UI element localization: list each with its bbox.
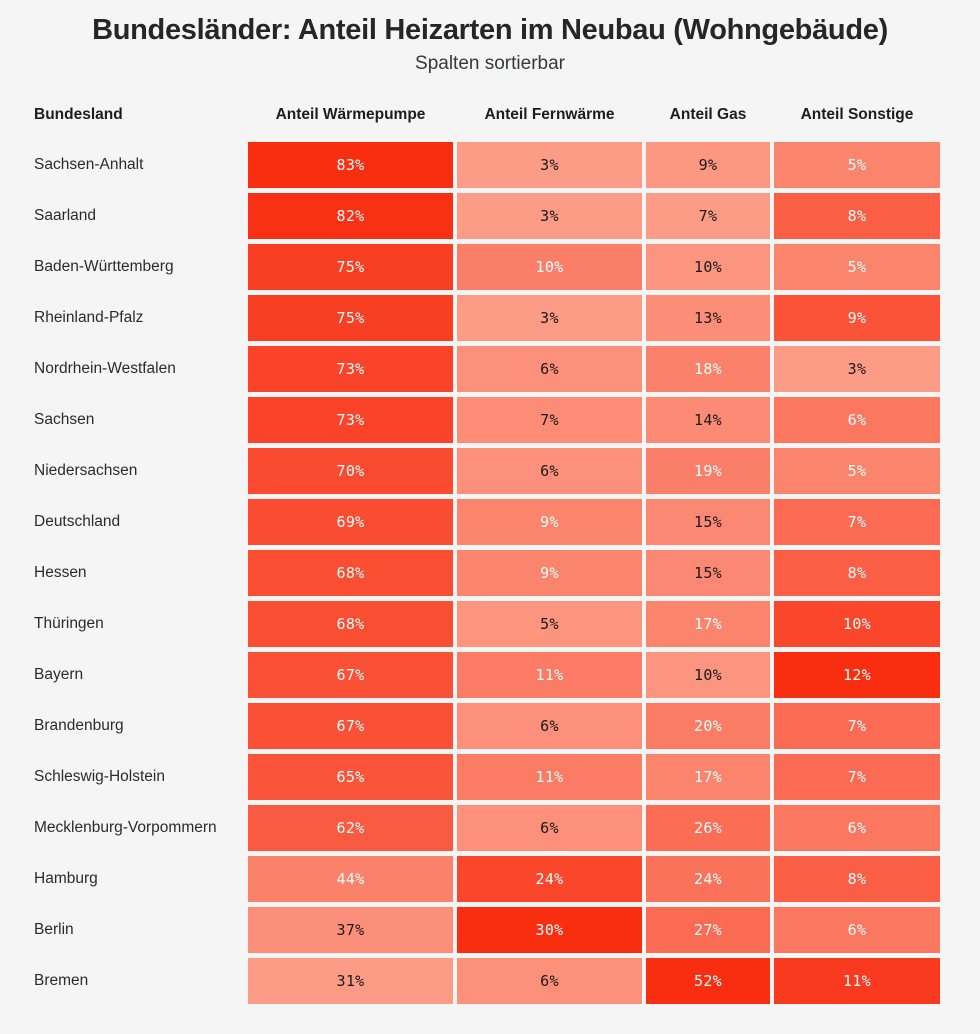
heatmap-cell-gas: 26%: [646, 805, 770, 851]
row-label: Berlin: [34, 921, 74, 938]
heatmap-cell-waermepumpe: 68%: [248, 550, 453, 596]
row-label: Rheinland-Pfalz: [34, 309, 144, 326]
heatmap-cell-gas: 14%: [646, 397, 770, 443]
heatmap-cell-sonstige: 12%: [774, 652, 940, 698]
heatmap-cell-sonstige: 6%: [774, 907, 940, 953]
heatmap-cell-waermepumpe: 62%: [248, 805, 453, 851]
heatmap-cell-waermepumpe: 69%: [248, 499, 453, 545]
heatmap-cell-sonstige: 5%: [774, 244, 940, 290]
heatmap-cell-sonstige: 3%: [774, 346, 940, 392]
heatmap-cell-sonstige: 6%: [774, 805, 940, 851]
page-subtitle: Spalten sortierbar: [415, 53, 565, 74]
heatmap-cell-sonstige: 5%: [774, 448, 940, 494]
heatmap-cell-waermepumpe: 67%: [248, 652, 453, 698]
row-label: Sachsen: [34, 411, 95, 428]
heatmap-cell-sonstige: 7%: [774, 754, 940, 800]
heatmap-cell-fernwaerme: 11%: [457, 652, 642, 698]
heatmap-cell-gas: 17%: [646, 754, 770, 800]
heatmap-cell-gas: 27%: [646, 907, 770, 953]
heatmap-cell-fernwaerme: 3%: [457, 193, 642, 239]
heatmap-cell-sonstige: 5%: [774, 142, 940, 188]
page: Bundesländer: Anteil Heizarten im Neubau…: [0, 13, 980, 1004]
heatmap-table: Bundesland Anteil Wärmepumpe Anteil Fernwä…: [34, 103, 944, 1004]
heatmap-cell-gas: 15%: [646, 499, 770, 545]
heatmap-cell-fernwaerme: 6%: [457, 805, 642, 851]
heatmap-cell-waermepumpe: 73%: [248, 397, 453, 443]
heatmap-cell-waermepumpe: 31%: [248, 958, 453, 1004]
column-header-gas[interactable]: Anteil Gas: [669, 106, 747, 123]
heatmap-cell-sonstige: 7%: [774, 499, 940, 545]
heatmap-cell-waermepumpe: 67%: [248, 703, 453, 749]
heatmap-cell-sonstige: 6%: [774, 397, 940, 443]
row-label: Sachsen-Anhalt: [34, 156, 144, 173]
heatmap-cell-gas: 17%: [646, 601, 770, 647]
heatmap-cell-gas: 18%: [646, 346, 770, 392]
column-header-waermepumpe[interactable]: Anteil Wärmepumpe: [275, 106, 426, 123]
heatmap-cell-waermepumpe: 83%: [248, 142, 453, 188]
heatmap-cell-sonstige: 10%: [774, 601, 940, 647]
heatmap-cell-sonstige: 9%: [774, 295, 940, 341]
row-label: Nordrhein-Westfalen: [34, 360, 176, 377]
row-label: Saarland: [34, 207, 97, 224]
heatmap-cell-sonstige: 11%: [774, 958, 940, 1004]
heatmap-cell-gas: 20%: [646, 703, 770, 749]
heatmap-cell-fernwaerme: 6%: [457, 346, 642, 392]
row-label: Schleswig-Holstein: [34, 768, 165, 785]
heatmap-cell-gas: 24%: [646, 856, 770, 902]
heatmap-cell-fernwaerme: 3%: [457, 142, 642, 188]
table-header-row: Bundesland Anteil Wärmepumpe Anteil Fernwä…: [34, 103, 944, 127]
heatmap-cell-fernwaerme: 11%: [457, 754, 642, 800]
column-header-bundesland[interactable]: Bundesland: [34, 106, 123, 123]
table-body: Sachsen-Anhalt 83% 3% 9% 5% Saarland 82% 3% 7% 8%…: [34, 142, 944, 1004]
heatmap-cell-waermepumpe: 44%: [248, 856, 453, 902]
row-label: Thüringen: [34, 615, 104, 632]
heatmap-cell-gas: 13%: [646, 295, 770, 341]
heatmap-cell-waermepumpe: 70%: [248, 448, 453, 494]
heatmap-cell-fernwaerme: 10%: [457, 244, 642, 290]
row-label: Bayern: [34, 666, 84, 683]
row-label: Brandenburg: [34, 717, 124, 734]
column-header-sonstige[interactable]: Anteil Sonstige: [800, 106, 914, 123]
heatmap-cell-waermepumpe: 82%: [248, 193, 453, 239]
heatmap-cell-waermepumpe: 75%: [248, 295, 453, 341]
heatmap-cell-waermepumpe: 37%: [248, 907, 453, 953]
heatmap-cell-fernwaerme: 24%: [457, 856, 642, 902]
heatmap-cell-gas: 9%: [646, 142, 770, 188]
row-label: Bremen: [34, 972, 89, 989]
row-label: Baden-Württemberg: [34, 258, 174, 275]
column-header-fernwaerme[interactable]: Anteil Fernwärme: [484, 106, 615, 123]
row-label: Mecklenburg-Vorpommern: [34, 819, 217, 836]
row-label: Niedersachsen: [34, 462, 138, 479]
heatmap-cell-fernwaerme: 9%: [457, 499, 642, 545]
heatmap-cell-gas: 19%: [646, 448, 770, 494]
heatmap-cell-fernwaerme: 6%: [457, 958, 642, 1004]
heatmap-cell-gas: 10%: [646, 244, 770, 290]
heatmap-cell-fernwaerme: 6%: [457, 703, 642, 749]
page-title: Bundesländer: Anteil Heizarten im Neubau…: [92, 14, 888, 46]
heatmap-cell-gas: 10%: [646, 652, 770, 698]
heatmap-cell-gas: 52%: [646, 958, 770, 1004]
heatmap-cell-fernwaerme: 5%: [457, 601, 642, 647]
heatmap-cell-fernwaerme: 7%: [457, 397, 642, 443]
row-label: Hamburg: [34, 870, 98, 887]
heatmap-cell-fernwaerme: 30%: [457, 907, 642, 953]
heatmap-cell-gas: 15%: [646, 550, 770, 596]
row-label: Deutschland: [34, 513, 121, 530]
heatmap-cell-fernwaerme: 6%: [457, 448, 642, 494]
heatmap-cell-sonstige: 7%: [774, 703, 940, 749]
heatmap-cell-waermepumpe: 75%: [248, 244, 453, 290]
heatmap-cell-sonstige: 8%: [774, 856, 940, 902]
heatmap-cell-fernwaerme: 3%: [457, 295, 642, 341]
heatmap-cell-fernwaerme: 9%: [457, 550, 642, 596]
row-label: Hessen: [34, 564, 87, 581]
heatmap-cell-waermepumpe: 68%: [248, 601, 453, 647]
heatmap-cell-sonstige: 8%: [774, 550, 940, 596]
heatmap-cell-sonstige: 8%: [774, 193, 940, 239]
heatmap-cell-waermepumpe: 73%: [248, 346, 453, 392]
heatmap-cell-gas: 7%: [646, 193, 770, 239]
heatmap-cell-waermepumpe: 65%: [248, 754, 453, 800]
